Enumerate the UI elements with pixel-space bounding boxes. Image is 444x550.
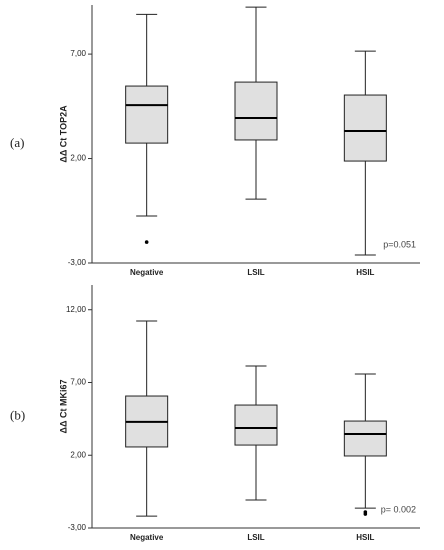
y-tick-label: 2,00 (70, 154, 86, 163)
annotation: p= 0.002 (381, 504, 416, 514)
y-tick-label: 2,00 (70, 450, 86, 459)
box (234, 81, 278, 141)
y-axis-label: ΔΔ Ct TOP2A (58, 105, 68, 163)
y-tick-label: 12,00 (66, 305, 87, 314)
x-tick-label: HSIL (356, 533, 374, 542)
outlier (144, 240, 149, 244)
y-tick-label: -3,00 (68, 523, 87, 532)
panel-label: (b) (10, 407, 25, 422)
y-tick-label: 7,00 (70, 378, 86, 387)
x-tick-label: Negative (130, 533, 164, 542)
x-tick-label: LSIL (247, 533, 264, 542)
x-tick-label: LSIL (247, 268, 264, 277)
box (234, 404, 278, 446)
panel-label: (a) (10, 135, 24, 150)
x-tick-label: HSIL (356, 268, 374, 277)
box (343, 94, 387, 162)
box (343, 420, 387, 457)
y-axis-label: ΔΔ Ct MKi67 (58, 380, 68, 434)
y-tick-label: 7,00 (70, 49, 86, 58)
outlier (363, 512, 368, 516)
y-tick-label: -3,00 (68, 258, 87, 267)
x-tick-label: Negative (130, 268, 164, 277)
annotation: p=0.051 (383, 239, 416, 249)
box (125, 85, 169, 144)
